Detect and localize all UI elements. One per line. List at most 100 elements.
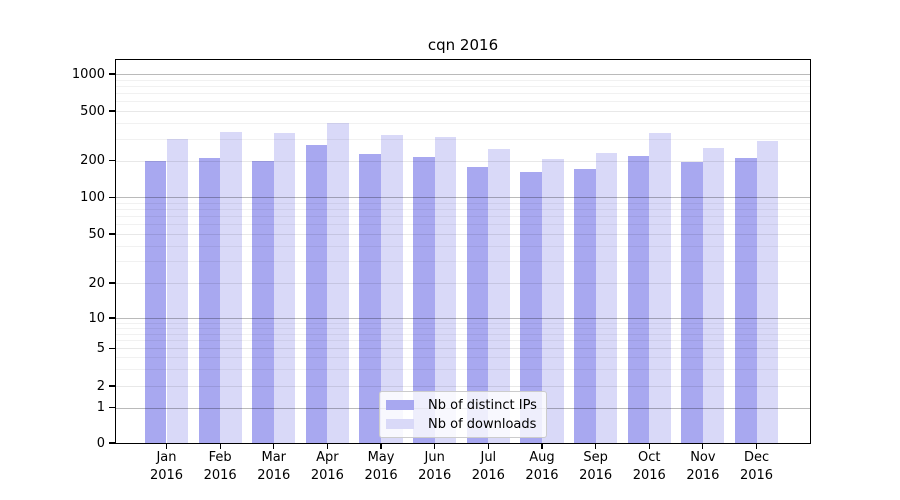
chart-title: cqn 2016: [427, 36, 499, 54]
axis-spine-top: [115, 59, 811, 61]
bar-downloads-apr: [327, 123, 349, 443]
y-tick-1: [109, 407, 115, 409]
axis-spine-left: [115, 59, 117, 444]
bar-downloads-feb: [220, 131, 242, 443]
x-tick-label-dec: Dec 2016: [739, 450, 774, 483]
x-tick-label-sep: Sep 2016: [579, 450, 613, 483]
gridline-minor-80: [116, 209, 810, 211]
x-tick-label-mar: Mar 2016: [257, 450, 291, 483]
x-tick-aug: [541, 444, 543, 449]
x-tick-label-jun: Jun 2016: [418, 450, 452, 483]
bar-downloads-aug: [541, 159, 564, 443]
bar-downloads-may: [381, 134, 403, 443]
y-tick-500: [109, 110, 115, 112]
x-tick-sep: [595, 444, 597, 449]
x-tick-label-oct: Oct 2016: [632, 450, 666, 483]
bar-distinct-ips-may: [359, 154, 382, 443]
x-tick-mar: [273, 444, 275, 449]
y-tick-label-100: 100: [80, 189, 105, 205]
gridline-minor-90: [116, 202, 810, 204]
x-tick-jan: [165, 444, 168, 449]
axis-spine-right: [810, 59, 812, 444]
legend-swatch-downloads: [386, 419, 414, 429]
legend: Nb of distinct IPs Nb of downloads: [379, 391, 547, 438]
gridline-minor-40: [116, 245, 810, 247]
bar-distinct-ips-dec: [734, 158, 757, 443]
y-tick-label-2: 2: [96, 378, 105, 394]
bar-distinct-ips-feb: [198, 158, 221, 443]
x-tick-label-may: May 2016: [364, 450, 398, 483]
x-tick-feb: [219, 444, 221, 449]
legend-item-distinct-ips: Nb of distinct IPs: [386, 397, 537, 413]
bar-downloads-mar: [273, 132, 296, 443]
bar-distinct-ips-jun: [413, 156, 435, 443]
bar-distinct-ips-oct: [627, 156, 650, 443]
bar-downloads-jan: [166, 138, 189, 443]
axis-spine-bottom: [115, 443, 811, 445]
gridline-minor-30: [116, 261, 810, 263]
y-tick-label-20: 20: [88, 275, 105, 291]
gridline-minor-900: [116, 79, 810, 81]
gridline-500: [116, 111, 810, 112]
legend-label-downloads: Nb of downloads: [428, 416, 537, 432]
x-tick-label-jan: Jan 2016: [149, 450, 184, 483]
gridline-20: [116, 283, 810, 284]
gridline-minor-70: [116, 216, 810, 218]
y-tick-label-500: 500: [80, 103, 105, 119]
y-tick-label-200: 200: [80, 153, 105, 169]
y-tick-50: [109, 233, 115, 235]
gridline-200: [116, 160, 810, 162]
bar-downloads-nov: [702, 147, 725, 443]
legend-swatch-distinct-ips: [386, 400, 414, 410]
bar-downloads-sep: [595, 153, 618, 443]
y-tick-1000: [109, 73, 115, 75]
x-tick-label-nov: Nov 2016: [686, 450, 720, 483]
x-tick-dec: [755, 444, 758, 449]
x-tick-nov: [702, 444, 704, 449]
x-tick-label-apr: Apr 2016: [310, 450, 344, 483]
gridline-minor-700: [116, 93, 810, 95]
y-tick-label-50: 50: [88, 226, 105, 242]
x-tick-label-feb: Feb 2016: [203, 450, 237, 483]
bar-distinct-ips-mar: [252, 161, 274, 443]
bar-distinct-ips-nov: [681, 162, 703, 443]
gridline-1000: [116, 74, 810, 75]
bar-distinct-ips-jul: [466, 166, 489, 443]
y-tick-label-1: 1: [96, 400, 105, 416]
x-tick-oct: [648, 444, 650, 449]
bar-distinct-ips-apr: [305, 145, 328, 443]
gridline-minor-400: [116, 123, 810, 125]
y-tick-label-1000: 1000: [71, 66, 105, 82]
x-tick-jun: [434, 444, 436, 449]
gridline-minor-3: [116, 369, 810, 371]
x-tick-label-aug: Aug 2016: [525, 450, 559, 483]
bar-downloads-jul: [488, 149, 510, 443]
gridline-minor-6: [116, 340, 810, 342]
bar-distinct-ips-aug: [520, 172, 542, 443]
gridline-minor-600: [116, 101, 810, 103]
legend-item-downloads: Nb of downloads: [386, 416, 537, 432]
x-tick-may: [380, 444, 382, 449]
y-tick-label-0: 0: [96, 435, 105, 451]
bar-distinct-ips-sep: [574, 169, 596, 443]
y-tick-0: [109, 442, 115, 444]
gridline-5: [116, 348, 810, 350]
x-tick-label-jul: Jul 2016: [471, 450, 505, 483]
gridline-minor-7: [116, 333, 810, 335]
gridline-minor-800: [116, 85, 810, 87]
gridline-10: [116, 318, 810, 319]
gridline-minor-60: [116, 224, 810, 226]
gridline-2: [116, 386, 810, 387]
gridline-minor-300: [116, 138, 810, 140]
legend-label-distinct-ips: Nb of distinct IPs: [428, 397, 537, 413]
bar-distinct-ips-jan: [144, 160, 167, 443]
y-tick-200: [109, 160, 115, 162]
y-tick-5: [109, 347, 115, 349]
x-tick-apr: [326, 444, 328, 449]
y-tick-20: [109, 282, 115, 284]
y-tick-label-5: 5: [96, 340, 105, 356]
gridline-minor-4: [116, 357, 810, 359]
y-tick-2: [109, 385, 115, 387]
gridline-minor-9: [116, 322, 810, 324]
